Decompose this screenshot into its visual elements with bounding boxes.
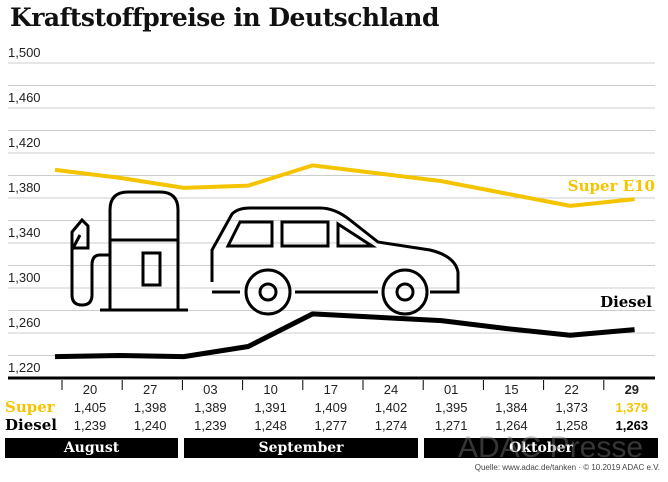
date-label: 27 — [142, 382, 158, 397]
y-tick-label: 1,300 — [8, 270, 41, 285]
legend-diesel: Diesel — [600, 293, 652, 311]
value-label: 1,402 — [374, 400, 408, 415]
month-oktober: Oktober — [424, 438, 658, 458]
value-label: 1,405 — [73, 400, 107, 415]
y-tick-label: 1,460 — [8, 90, 41, 105]
date-label: 10 — [263, 382, 278, 397]
value-label: 1,277 — [314, 418, 348, 433]
source-note: Quelle: www.adac.de/tanken · © 10.2019 A… — [474, 463, 660, 472]
value-label: 1,373 — [555, 400, 588, 415]
date-label: 20 — [82, 382, 98, 397]
value-label: 1,248 — [254, 418, 287, 433]
value-label: 1,379 — [615, 400, 649, 415]
y-tick-label: 1,220 — [8, 360, 41, 375]
value-label: 1,258 — [555, 418, 588, 433]
chart-title: Kraftstoffpreise in Deutschland — [10, 3, 439, 32]
value-label: 1,389 — [194, 400, 227, 415]
value-label: 1,264 — [495, 418, 528, 433]
date-label: 24 — [383, 382, 399, 397]
value-label: 1,271 — [434, 418, 468, 433]
y-tick-label: 1,260 — [8, 315, 41, 330]
super-row: Super 1,405 1,398 1,389 1,391 1,409 1,402 1,39… — [0, 398, 668, 418]
value-label: 1,398 — [133, 400, 167, 415]
value-label: 1,395 — [434, 400, 468, 415]
date-label: 01 — [443, 382, 459, 397]
value-label: 1,239 — [194, 418, 227, 433]
diesel-row: Diesel 1,239 1,240 1,239 1,248 1,277 1,274 1,2… — [0, 416, 668, 436]
month-september: September — [184, 438, 418, 458]
value-label: 1,409 — [314, 400, 348, 415]
date-label: 22 — [564, 382, 579, 397]
watermark: ADAC Presse — [458, 431, 644, 464]
diesel-line — [54, 311, 635, 360]
value-label: 1,240 — [133, 418, 167, 433]
super-e10-line — [54, 163, 635, 208]
date-row: 20 27 03 10 17 24 01 15 22 29 — [0, 382, 668, 400]
value-label: 1,263 — [615, 418, 649, 433]
date-label: 17 — [323, 382, 339, 397]
month-august: August — [5, 438, 178, 458]
value-label: 1,391 — [254, 400, 287, 415]
date-label: 15 — [504, 382, 519, 397]
value-label: 1,274 — [374, 418, 408, 433]
y-tick-label: 1,380 — [8, 180, 41, 195]
date-label: 29 — [624, 382, 640, 397]
diesel-row-label: Diesel — [5, 416, 57, 434]
super-row-label: Super — [5, 398, 55, 416]
y-tick-label: 1,340 — [8, 225, 41, 240]
y-tick-label: 1,500 — [8, 45, 41, 60]
y-tick-label: 1,420 — [8, 135, 41, 150]
fuel-pump-icon — [70, 190, 188, 312]
legend-super-e10: Super E10 — [568, 177, 655, 195]
value-label: 1,384 — [495, 400, 528, 415]
value-label: 1,239 — [73, 418, 107, 433]
date-label: 03 — [203, 382, 218, 397]
car-icon — [210, 206, 460, 316]
